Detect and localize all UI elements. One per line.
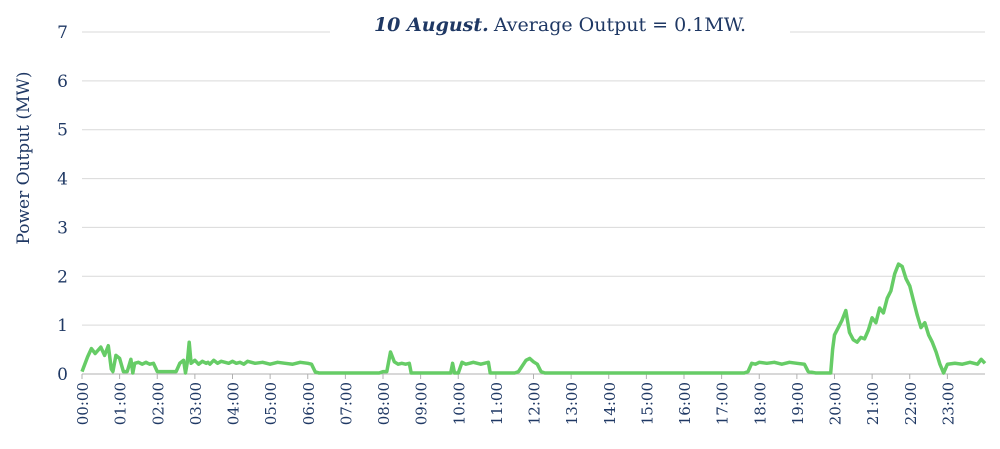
x-tick-label: 03:00 bbox=[187, 382, 205, 425]
x-tick-label: 01:00 bbox=[112, 382, 130, 425]
x-tick-label: 16:00 bbox=[676, 382, 694, 425]
x-tick-label: 06:00 bbox=[300, 382, 318, 425]
y-tick-label: 5 bbox=[57, 121, 68, 141]
x-tick-label: 11:00 bbox=[488, 382, 506, 425]
x-tick-label: 13:00 bbox=[563, 382, 581, 425]
x-tick-label: 07:00 bbox=[337, 382, 355, 425]
y-tick-label: 3 bbox=[57, 218, 68, 238]
y-tick-label: 1 bbox=[57, 316, 68, 336]
x-tick-label: 02:00 bbox=[149, 382, 167, 425]
y-axis-ticks: 0 1 2 3 4 5 6 7 bbox=[57, 23, 68, 385]
power-output-line bbox=[80, 262, 987, 375]
y-tick-label: 4 bbox=[57, 170, 68, 190]
series-layer bbox=[80, 262, 987, 375]
x-tick-label: 14:00 bbox=[601, 382, 619, 425]
y-axis-label: Power Output (MW) bbox=[14, 71, 34, 245]
x-tick-label: 17:00 bbox=[714, 382, 732, 425]
chart-title: 10 August. Average Output = 0.1MW. bbox=[330, 14, 790, 44]
x-tick-label: 15:00 bbox=[638, 382, 656, 425]
x-tick-label: 10:00 bbox=[450, 382, 468, 425]
x-tick-label: 20:00 bbox=[827, 382, 845, 425]
x-tick-label: 21:00 bbox=[864, 382, 882, 425]
y-tick-label: 0 bbox=[57, 365, 68, 385]
y-tick-label: 7 bbox=[57, 23, 68, 43]
x-tick-label: 19:00 bbox=[789, 382, 807, 425]
y-tick-label: 6 bbox=[57, 72, 68, 92]
gridlines bbox=[82, 31, 985, 326]
x-tick-label: 12:00 bbox=[526, 382, 544, 425]
x-tick-label: 04:00 bbox=[225, 382, 243, 425]
chart-title-date: 10 August. bbox=[373, 14, 489, 36]
x-tick-label: 09:00 bbox=[413, 382, 431, 425]
chart-title-average: Average Output = 0.1MW. bbox=[493, 14, 747, 36]
x-tick-label: 00:00 bbox=[74, 382, 92, 425]
x-tick-label: 05:00 bbox=[262, 382, 280, 425]
x-tick-label: 23:00 bbox=[939, 382, 957, 425]
y-tick-label: 2 bbox=[57, 267, 68, 287]
x-tick-label: 08:00 bbox=[375, 382, 393, 425]
x-tick-label: 22:00 bbox=[902, 382, 920, 425]
x-tick-label: 18:00 bbox=[751, 382, 769, 425]
x-axis-ticks: 00:00 01:00 02:00 03:00 04:00 05:00 06:00 07:00… bbox=[74, 374, 957, 425]
